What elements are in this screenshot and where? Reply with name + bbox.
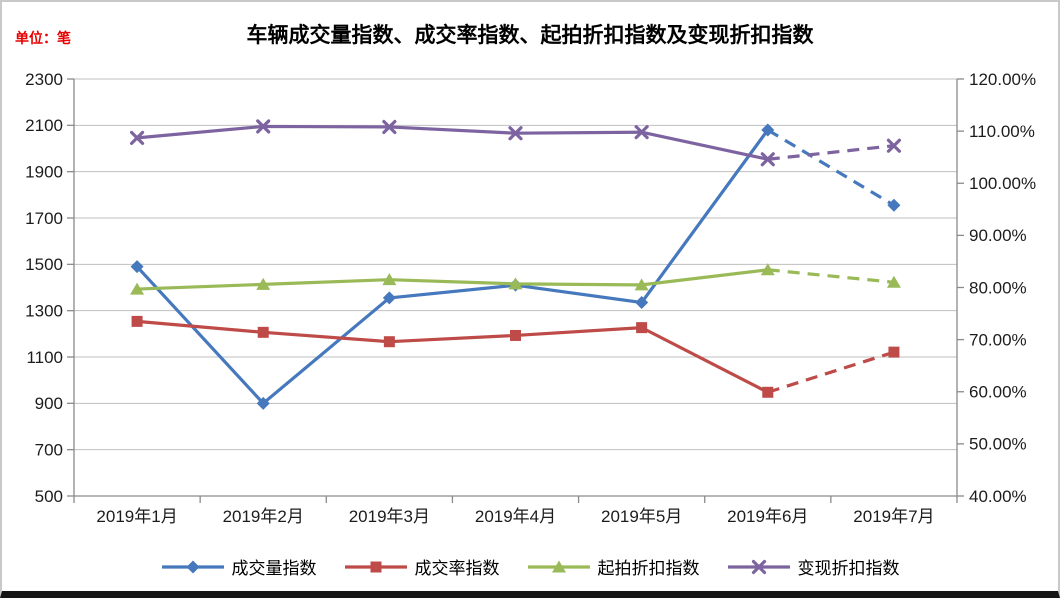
left-axis-label: 2300 (25, 70, 63, 89)
legend-item-1: 成交率指数 (344, 554, 500, 579)
x-axis-label: 2019年5月 (601, 507, 682, 526)
left-axis-label: 1900 (25, 162, 63, 181)
series-1 (131, 315, 900, 398)
legend-item-0: 成交量指数 (161, 554, 317, 579)
series-2 (130, 263, 901, 295)
legend-label: 成交率指数 (414, 559, 500, 578)
right-axis-label: 40.00% (969, 487, 1027, 506)
right-axis-label: 120.00% (969, 70, 1036, 89)
marker-triangle (508, 277, 523, 290)
marker-diamond (256, 396, 270, 410)
chart-title: 车辆成交量指数、成交率指数、起拍折扣指数及变现折扣指数 (246, 24, 814, 47)
right-axis-label: 60.00% (969, 383, 1027, 402)
series-0 (130, 123, 901, 410)
legend-label: 变现折扣指数 (797, 559, 900, 578)
series-line (135, 129, 770, 405)
series-line (136, 319, 769, 394)
marker-x (634, 125, 649, 140)
marker-square (888, 346, 900, 358)
series-line (137, 268, 768, 291)
unit-label: 单位：笔 (15, 30, 71, 46)
marker-square (383, 336, 395, 348)
left-axis-label: 1500 (25, 255, 63, 274)
legend-marker (727, 559, 790, 574)
marker-triangle (130, 282, 145, 295)
marker-x (129, 130, 145, 146)
legend-marker (344, 561, 407, 572)
x-axis-label: 2019年7月 (853, 507, 934, 526)
marker-diamond (887, 198, 901, 212)
right-axis-label: 110.00% (969, 122, 1035, 141)
right-axis-label: 50.00% (969, 435, 1027, 454)
legend: 成交量指数 成交率指数 起拍折扣指数 变现折扣指数 (2, 554, 1058, 579)
left-axis-label: 2100 (25, 116, 63, 135)
x-axis-label: 2019年6月 (727, 507, 808, 526)
marker-square (510, 329, 521, 341)
series-line-dashed (767, 268, 895, 284)
marker-diamond (130, 260, 144, 274)
series-line (136, 124, 769, 161)
marker-square (370, 561, 381, 572)
left-axis-label: 900 (35, 394, 63, 413)
marker-triangle (256, 277, 271, 290)
left-axis-label: 1300 (25, 301, 63, 320)
legend-label: 成交量指数 (231, 559, 317, 578)
series-line-dashed (767, 144, 895, 161)
x-axis-label: 2019年2月 (223, 507, 304, 526)
legend-marker (527, 560, 590, 572)
marker-triangle (760, 263, 775, 276)
marker-triangle (634, 278, 649, 291)
right-axis-label: 100.00% (969, 174, 1036, 193)
right-axis-label: 70.00% (969, 330, 1027, 349)
left-axis-label: 700 (35, 440, 63, 459)
marker-diamond (635, 296, 649, 310)
left-axis-label: 500 (35, 487, 63, 506)
marker-x (751, 559, 766, 574)
marker-triangle (551, 560, 566, 572)
legend-label: 起拍折扣指数 (597, 559, 700, 578)
legend-item-2: 起拍折扣指数 (527, 554, 700, 579)
right-axis-label: 90.00% (969, 226, 1027, 245)
series-3 (129, 119, 902, 167)
marker-diamond (761, 123, 775, 137)
x-axis-label: 2019年4月 (475, 507, 556, 526)
right-axis-label: 80.00% (969, 278, 1027, 297)
x-axis-label: 2019年3月 (349, 507, 430, 526)
marker-x (508, 126, 523, 141)
marker-square (257, 326, 269, 338)
marker-diamond (382, 291, 396, 305)
marker-square (636, 322, 648, 334)
marker-square (762, 386, 774, 398)
marker-x (256, 119, 271, 134)
left-axis-label: 1700 (25, 209, 63, 228)
series-line-dashed (766, 128, 895, 207)
marker-diamond (186, 560, 199, 573)
marker-square (131, 315, 143, 327)
series-line-dashed (767, 350, 895, 394)
legend-marker (161, 560, 224, 573)
marker-x (886, 138, 902, 153)
marker-x (382, 119, 397, 135)
x-axis-label: 2019年1月 (96, 507, 177, 526)
legend-item-3: 变现折扣指数 (727, 554, 900, 579)
marker-x (760, 152, 775, 167)
left-axis-label: 1100 (26, 348, 63, 367)
marker-triangle (382, 273, 397, 286)
marker-triangle (886, 275, 901, 288)
